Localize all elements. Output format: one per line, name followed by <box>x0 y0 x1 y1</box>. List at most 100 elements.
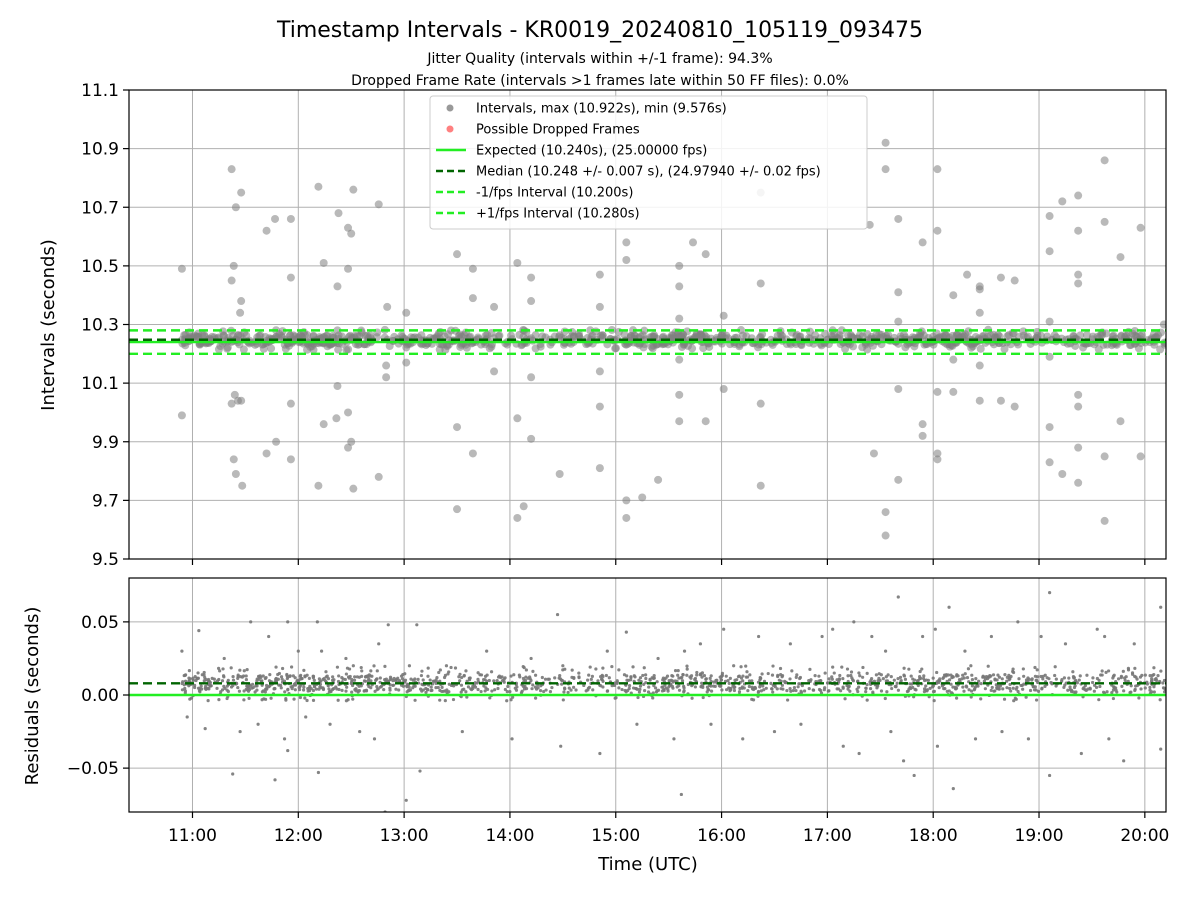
data-point <box>779 687 783 691</box>
data-point <box>453 423 462 432</box>
data-point <box>402 308 411 317</box>
data-point <box>970 684 974 688</box>
data-point <box>638 684 643 688</box>
data-point <box>402 358 411 367</box>
data-point <box>598 333 607 342</box>
data-point <box>699 344 708 353</box>
data-point <box>231 772 235 776</box>
data-point <box>1100 673 1104 677</box>
data-point <box>796 685 800 689</box>
data-point <box>394 687 398 691</box>
data-point <box>830 675 834 679</box>
data-point <box>1074 478 1083 487</box>
data-point <box>1058 469 1067 478</box>
data-point <box>786 698 790 702</box>
data-point <box>177 411 186 420</box>
data-point <box>460 675 464 680</box>
data-point <box>677 688 682 692</box>
data-point <box>424 690 428 695</box>
data-point <box>561 698 565 702</box>
data-point <box>807 686 811 691</box>
data-point <box>676 673 680 677</box>
data-point <box>1074 279 1083 288</box>
data-point <box>354 687 358 691</box>
x-tick-label: 20:00 <box>1120 826 1169 846</box>
data-point <box>483 330 492 339</box>
data-point <box>881 531 890 540</box>
data-point <box>620 330 629 339</box>
data-point <box>961 685 965 689</box>
data-point <box>966 667 971 671</box>
data-point <box>745 670 749 674</box>
data-point <box>1074 270 1083 279</box>
data-point <box>884 330 893 339</box>
data-point <box>438 698 442 702</box>
y-tick-label: 9.7 <box>92 491 119 511</box>
data-point <box>682 690 686 694</box>
y-tick-label: 10.7 <box>81 198 119 218</box>
data-point <box>356 689 360 693</box>
data-point <box>951 685 955 689</box>
data-point <box>577 671 581 675</box>
data-point <box>969 695 973 699</box>
data-point <box>1074 690 1078 694</box>
data-point <box>274 665 278 669</box>
data-point <box>638 493 647 502</box>
data-point <box>385 342 394 351</box>
dense-points-band <box>180 664 1166 703</box>
data-point <box>219 331 228 340</box>
data-point <box>636 332 645 341</box>
data-point <box>869 678 873 682</box>
data-point <box>945 689 949 693</box>
data-point <box>286 688 290 692</box>
data-point <box>1143 686 1147 690</box>
y-tick-label: 10.3 <box>81 316 119 336</box>
data-point <box>850 676 854 680</box>
data-point <box>1079 751 1083 756</box>
data-point <box>345 685 349 689</box>
data-point <box>764 686 768 690</box>
data-point <box>831 665 835 669</box>
data-point <box>802 689 807 693</box>
data-point <box>918 420 927 429</box>
data-point <box>651 696 655 700</box>
data-point <box>215 686 219 690</box>
data-point <box>1161 681 1165 685</box>
data-point <box>756 481 765 490</box>
data-point <box>761 684 765 688</box>
data-point <box>894 384 903 393</box>
data-point <box>301 688 306 692</box>
data-point <box>1085 673 1089 677</box>
data-point <box>397 678 402 683</box>
data-point <box>386 623 390 627</box>
data-point <box>638 687 642 691</box>
data-point <box>409 677 413 681</box>
data-point <box>566 690 570 695</box>
data-point <box>404 798 408 802</box>
data-point <box>933 455 942 464</box>
data-point <box>290 665 294 669</box>
data-point <box>1074 443 1083 452</box>
data-point <box>808 667 812 671</box>
data-point <box>708 676 712 680</box>
data-point <box>344 443 353 452</box>
data-point <box>615 681 619 685</box>
data-point <box>262 226 271 235</box>
data-point <box>485 673 489 677</box>
data-point <box>896 595 900 599</box>
data-point <box>540 675 544 680</box>
data-point <box>932 689 936 693</box>
data-point <box>468 264 477 273</box>
data-point <box>518 675 522 679</box>
data-point <box>344 656 348 661</box>
data-point <box>319 649 324 653</box>
data-point <box>1148 685 1152 690</box>
data-point <box>372 664 376 668</box>
data-point <box>965 685 969 689</box>
data-point <box>922 687 927 691</box>
data-point <box>962 676 966 680</box>
data-point <box>527 434 536 443</box>
data-point <box>1045 247 1054 256</box>
data-point <box>821 329 830 338</box>
data-point <box>864 690 868 694</box>
